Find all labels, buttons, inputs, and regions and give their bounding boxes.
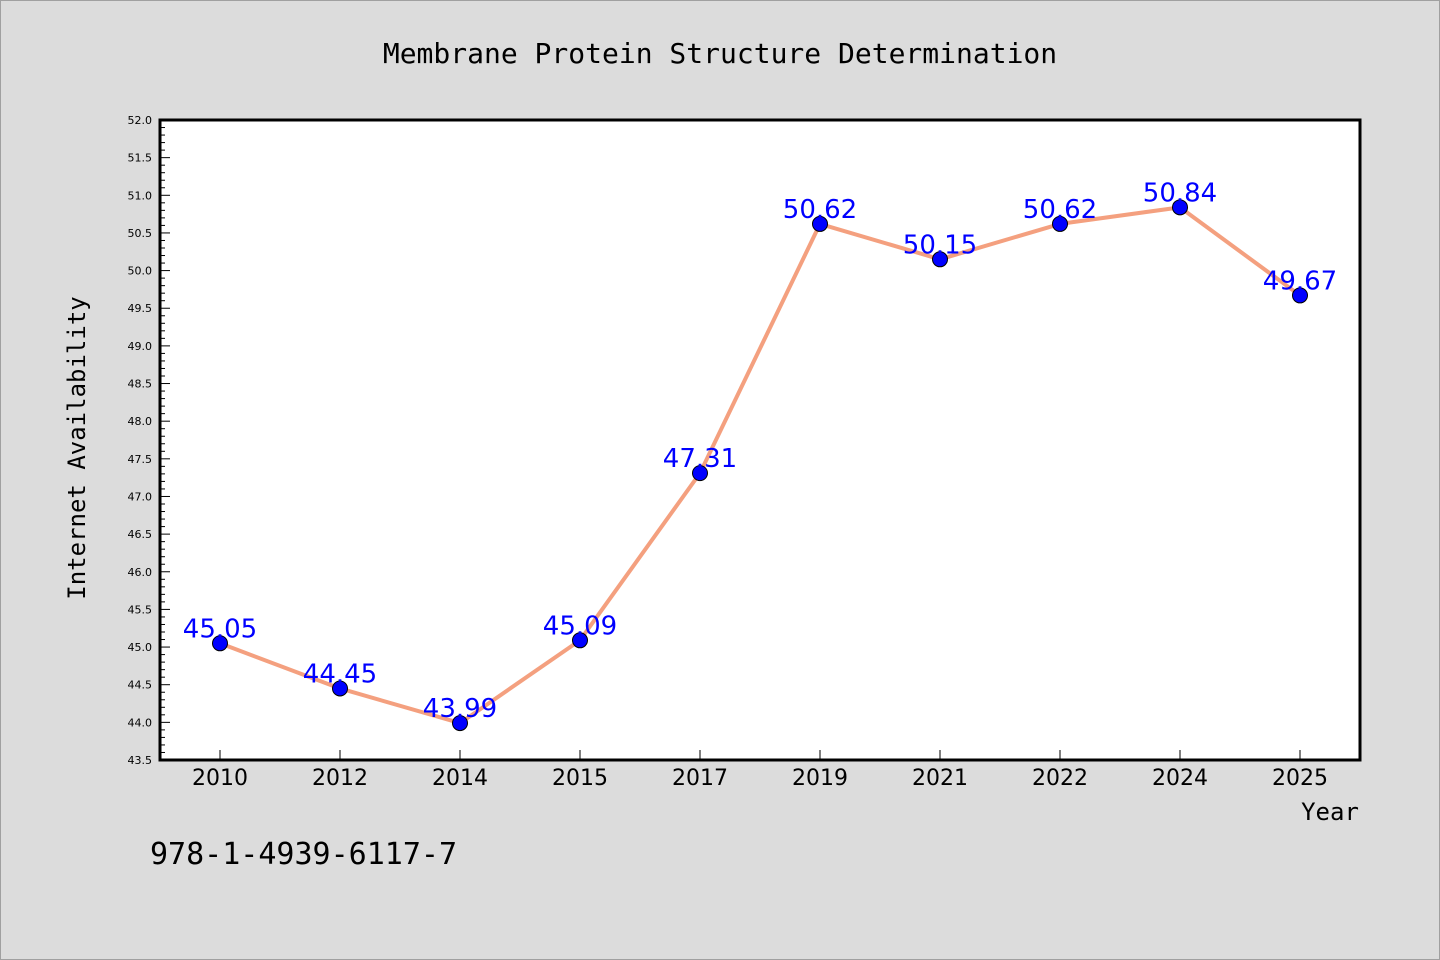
x-tick-label: 2014 [432, 766, 488, 791]
series-layer: 45.05 44.45 43.99 45.09 47.31 50.62 50.15 50.62… [183, 178, 1337, 732]
y-tick-label: 51.5 [128, 152, 153, 165]
x-axis-label: Year [1301, 798, 1359, 826]
y-tick-label: 48.5 [128, 378, 153, 391]
data-point [212, 635, 228, 652]
y-tick-label: 47.5 [128, 453, 153, 466]
y-tick-label: 44.5 [128, 679, 153, 692]
y-tick-label: 45.5 [128, 603, 153, 616]
y-tick-label: 46.5 [128, 528, 153, 541]
data-label: 50.62 [1023, 195, 1097, 225]
data-label: 45.09 [543, 611, 617, 641]
data-label: 49.67 [1263, 266, 1337, 296]
y-tick-label: 49.0 [128, 340, 153, 353]
x-tick-label: 2015 [552, 766, 608, 791]
plot-area [158, 118, 1362, 762]
data-label: 50.84 [1143, 178, 1217, 208]
isbn-annotation: 978-1-4939-6117-7 [150, 837, 457, 872]
y-tick-label: 51.0 [128, 189, 153, 202]
data-point [1292, 287, 1308, 304]
y-tick-label: 46.0 [128, 566, 153, 579]
data-label: 43.99 [423, 694, 497, 724]
y-tick-label: 45.0 [128, 641, 153, 654]
data-label: 50.62 [783, 195, 857, 225]
x-tick-label: 2025 [1272, 766, 1328, 791]
y-tick-label: 44.0 [128, 716, 153, 729]
data-point [932, 251, 948, 268]
data-point [1052, 215, 1068, 232]
x-tick-label: 2022 [1032, 766, 1088, 791]
y-tick-label: 50.5 [128, 227, 153, 240]
y-tick-label: 47.0 [128, 490, 153, 503]
x-tick-label: 2012 [312, 766, 368, 791]
series-line [219, 205, 1302, 726]
x-axis: 2010 2012 2014 2015 2017 2019 2021 2022 2024 2025 [192, 750, 1328, 791]
data-label: 45.05 [183, 614, 257, 644]
y-tick-label: 43.5 [128, 754, 153, 767]
data-label: 44.45 [303, 659, 377, 689]
data-point [332, 680, 348, 697]
y-axis-label: Internet Availability [63, 296, 91, 599]
data-label: 47.31 [663, 444, 737, 474]
x-tick-label: 2021 [912, 766, 968, 791]
data-label: 50.15 [903, 230, 977, 260]
y-tick-label: 48.0 [128, 415, 153, 428]
y-axis: 43.5 44.0 44.5 45.0 45.5 46.0 46.5 47.0 47.5 48.0… [128, 114, 170, 767]
y-tick-label: 52.0 [128, 114, 153, 127]
x-tick-label: 2010 [192, 766, 248, 791]
x-tick-label: 2019 [792, 766, 848, 791]
data-point [812, 215, 828, 232]
data-point [452, 715, 468, 732]
x-tick-label: 2017 [672, 766, 728, 791]
data-point [692, 465, 708, 482]
chart-title: Membrane Protein Structure Determination [383, 37, 1057, 70]
y-tick-label: 49.5 [128, 302, 153, 315]
y-tick-label: 50.0 [128, 265, 153, 278]
data-point [572, 632, 588, 649]
data-point [1172, 199, 1188, 216]
x-tick-label: 2024 [1152, 766, 1208, 791]
